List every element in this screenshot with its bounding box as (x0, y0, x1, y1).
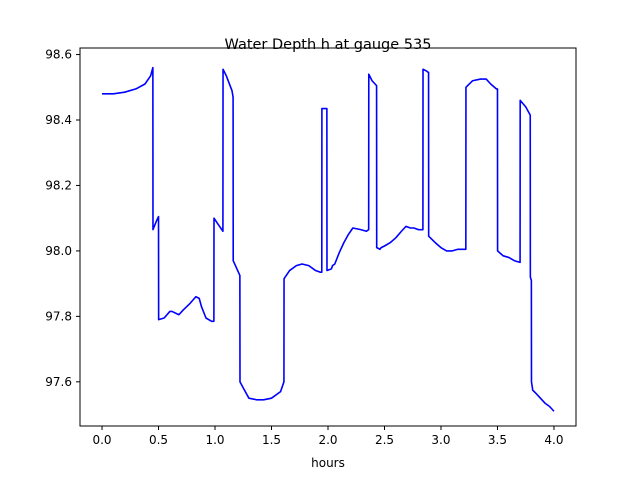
x-tick-label: 0.5 (149, 433, 168, 447)
x-tick-label: 1.0 (205, 433, 224, 447)
chart-title: Water Depth h at gauge 535 (225, 37, 432, 53)
y-axis: 97.6 97.8 98.0 98.2 98.4 98.6 (45, 48, 80, 389)
x-tick-label: 4.0 (544, 433, 563, 447)
series-line-0 (102, 66, 555, 412)
x-tick-label: 0.0 (92, 433, 111, 447)
plot-frame (79, 47, 577, 427)
x-tick-label: 2.0 (318, 433, 337, 447)
x-axis: 0.0 0.5 1.0 1.5 2.0 2.5 3.0 3.5 4.0 (92, 426, 564, 447)
y-tick-label: 98.0 (45, 244, 72, 258)
x-tick-label: 2.5 (375, 433, 394, 447)
y-tick-label: 97.6 (45, 375, 72, 389)
y-tick-label: 98.4 (45, 113, 72, 127)
y-tick-label: 97.8 (45, 309, 72, 323)
plot-area (102, 66, 555, 412)
y-tick-label: 98.6 (45, 48, 72, 62)
x-tick-label: 1.5 (262, 433, 281, 447)
x-tick-label: 3.5 (488, 433, 507, 447)
x-axis-label: hours (311, 456, 345, 470)
y-tick-label: 98.2 (45, 178, 72, 192)
x-tick-label: 3.0 (431, 433, 450, 447)
